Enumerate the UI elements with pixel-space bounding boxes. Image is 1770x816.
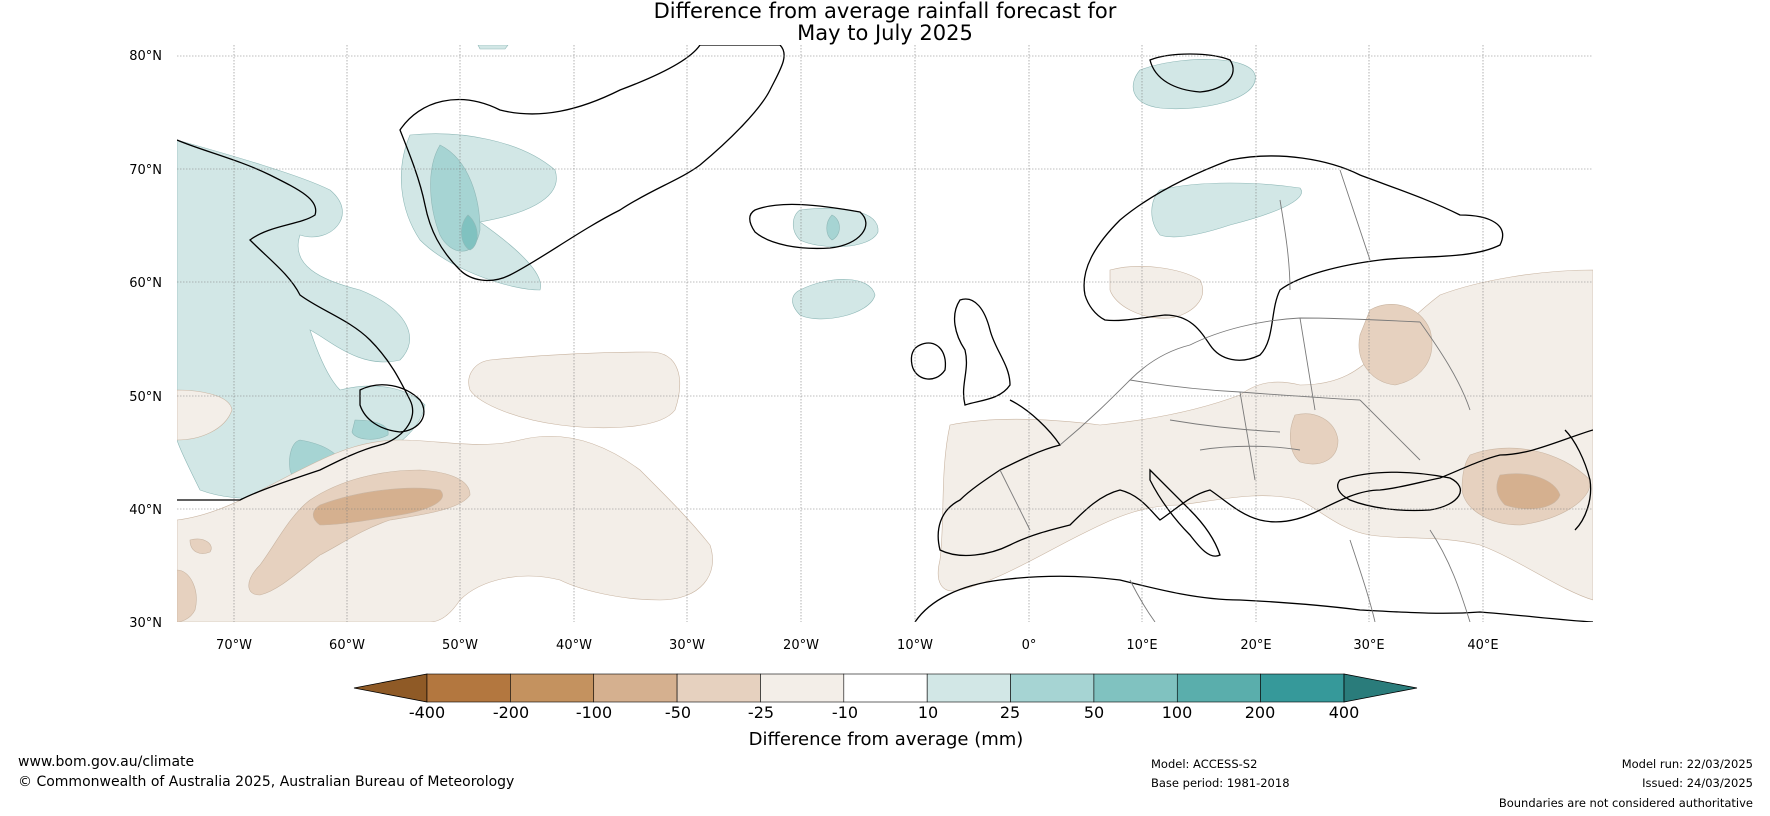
colorbar-extend-high — [1343, 673, 1418, 703]
map-title-line2: May to July 2025 — [797, 21, 973, 45]
lon-label: 40°W — [556, 638, 592, 653]
colorbar-tick: 400 — [1329, 703, 1360, 722]
colorbar-tick: -10 — [832, 703, 858, 722]
lat-label: 30°N — [129, 616, 162, 631]
scandinavia-coast — [1083, 155, 1504, 361]
colorbar-tick: -100 — [576, 703, 612, 722]
lon-label: 30°E — [1353, 638, 1384, 653]
caspian-coast — [1564, 429, 1592, 531]
footer-model-run: Model run: 22/03/2025 — [1621, 757, 1753, 771]
lon-label: 10°W — [897, 638, 933, 653]
footer-model: Model: ACCESS-S2 — [1151, 757, 1258, 771]
lat-label: 60°N — [129, 276, 162, 291]
colorbar-swatch — [1176, 673, 1261, 703]
colorbar-tick: 25 — [1000, 703, 1020, 722]
canada-coast — [177, 139, 414, 501]
colorbar-swatch — [1010, 673, 1095, 703]
footer-base-period: Base period: 1981-2018 — [1151, 776, 1290, 790]
great-britain-coast — [953, 298, 1011, 406]
colorbar-swatch — [1093, 673, 1178, 703]
colorbar-swatch — [843, 673, 928, 703]
europe-coast — [937, 399, 1593, 557]
colorbar-label: Difference from average (mm) — [749, 729, 1024, 750]
colorbar-tick: 100 — [1162, 703, 1193, 722]
footer-copyright: © Commonwealth of Australia 2025, Austra… — [18, 774, 515, 790]
footer-url[interactable]: www.bom.gov.au/climate — [18, 754, 195, 770]
lon-label: 50°W — [442, 638, 478, 653]
lon-label: 60°W — [329, 638, 365, 653]
lat-label: 80°N — [129, 49, 162, 64]
svalbard-coast — [1149, 53, 1234, 93]
colorbar-swatch — [676, 673, 761, 703]
colorbar-tick: -25 — [748, 703, 774, 722]
colorbar-tick: -400 — [409, 703, 445, 722]
lon-label: 0° — [1022, 638, 1037, 653]
north-africa-coast — [914, 575, 1593, 622]
colorbar-tick: -200 — [493, 703, 529, 722]
ireland-coast — [910, 342, 947, 380]
coastlines — [177, 45, 1593, 622]
colorbar-swatch — [1260, 673, 1345, 703]
colorbar-swatch — [510, 673, 595, 703]
lon-label: 20°W — [783, 638, 819, 653]
colorbar-tick: 50 — [1084, 703, 1104, 722]
country-borders — [999, 169, 1471, 622]
colorbar-swatch — [426, 673, 511, 703]
colorbar-tick: 10 — [918, 703, 938, 722]
lat-label: 70°N — [129, 163, 162, 178]
colorbar-swatch — [760, 673, 845, 703]
footer-disclaimer: Boundaries are not considered authoritat… — [1498, 796, 1753, 810]
colorbar-tick: -50 — [665, 703, 691, 722]
colorbar-tick: 200 — [1245, 703, 1276, 722]
lon-label: 70°W — [216, 638, 252, 653]
iceland-coast — [749, 203, 867, 250]
footer-issued: Issued: 24/03/2025 — [1642, 776, 1753, 790]
lon-label: 30°W — [669, 638, 705, 653]
lat-label: 40°N — [129, 503, 162, 518]
colorbar-ticks: -400 -200 -100 -50 -25 -10 10 25 50 100 … — [409, 703, 1359, 722]
map-title-line1: Difference from average rainfall forecas… — [653, 0, 1117, 23]
lat-label: 50°N — [129, 390, 162, 405]
italy-coast — [1149, 468, 1221, 557]
colorbar: -400 -200 -100 -50 -25 -10 10 25 50 100 … — [353, 673, 1418, 750]
black-sea-coast — [1337, 471, 1462, 512]
latitude-labels: 80°N 70°N 60°N 50°N 40°N 30°N — [129, 49, 162, 631]
colorbar-swatch — [926, 673, 1011, 703]
lon-label: 10°E — [1126, 638, 1157, 653]
longitude-labels: 70°W 60°W 50°W 40°W 30°W 20°W 10°W 0° 10… — [216, 638, 1499, 653]
colorbar-extend-low — [353, 673, 428, 703]
colorbar-swatch — [593, 673, 678, 703]
lon-label: 40°E — [1467, 638, 1498, 653]
graticule — [177, 45, 1593, 622]
dry-anomaly-areas — [177, 266, 1593, 622]
colorbar-swatches — [353, 673, 1418, 703]
greenland-coast — [399, 45, 785, 282]
newfoundland-coast — [359, 384, 425, 433]
lon-label: 20°E — [1240, 638, 1271, 653]
map-canvas — [177, 45, 1593, 622]
